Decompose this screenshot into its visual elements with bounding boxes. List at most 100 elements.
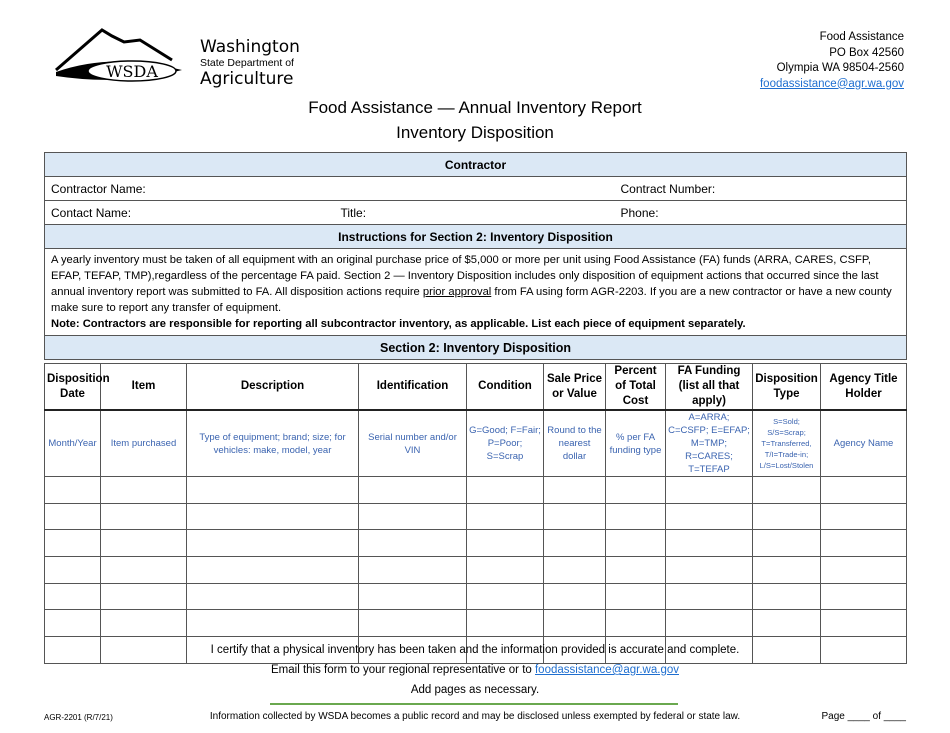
green-divider bbox=[270, 703, 678, 705]
entry-cell[interactable] bbox=[543, 502, 606, 531]
column-header: Condition bbox=[466, 363, 544, 411]
entry-cell[interactable] bbox=[820, 476, 907, 504]
entry-cell[interactable] bbox=[605, 609, 666, 638]
entry-cell[interactable] bbox=[665, 609, 753, 638]
entry-cell[interactable] bbox=[186, 636, 359, 664]
contract-number-field[interactable]: Contract Number: bbox=[614, 176, 907, 201]
contractor-name-field[interactable]: Contractor Name: bbox=[44, 176, 615, 201]
column-header: Agency Title Holder bbox=[820, 363, 907, 411]
entry-cell[interactable] bbox=[752, 582, 821, 611]
entry-cell[interactable] bbox=[358, 529, 467, 558]
entry-cell[interactable] bbox=[752, 556, 821, 584]
table-row bbox=[44, 636, 907, 664]
example-cell: Round to the nearest dollar bbox=[543, 409, 606, 477]
entry-cell[interactable] bbox=[543, 582, 606, 611]
address-email-link[interactable]: foodassistance@agr.wa.gov bbox=[759, 77, 904, 90]
entry-cell[interactable] bbox=[100, 476, 187, 504]
instructions-text: A yearly inventory must be taken of all … bbox=[44, 248, 907, 336]
title-field[interactable]: Title: bbox=[334, 200, 615, 225]
entry-cell[interactable] bbox=[665, 476, 753, 504]
entry-cell[interactable] bbox=[358, 502, 467, 531]
entry-cell[interactable] bbox=[665, 636, 753, 664]
entry-cell[interactable] bbox=[358, 556, 467, 584]
entry-cell[interactable] bbox=[752, 502, 821, 531]
entry-cell[interactable] bbox=[466, 609, 544, 638]
address-block: Food Assistance PO Box 42560 Olympia WA … bbox=[760, 30, 904, 92]
entry-cell[interactable] bbox=[466, 502, 544, 531]
entry-cell[interactable] bbox=[186, 609, 359, 638]
entry-cell[interactable] bbox=[44, 529, 101, 558]
entry-cell[interactable] bbox=[665, 502, 753, 531]
column-header: FA Funding (list all that apply) bbox=[665, 363, 753, 411]
entry-cell[interactable] bbox=[665, 582, 753, 611]
entry-cell[interactable] bbox=[820, 529, 907, 558]
contractor-table: Contractor Contractor Name: Contract Numb… bbox=[44, 152, 907, 360]
logo-text: WSDA bbox=[106, 62, 158, 81]
footer-email-link[interactable]: foodassistance@agr.wa.gov bbox=[534, 664, 679, 676]
entry-cell[interactable] bbox=[752, 609, 821, 638]
entry-cell[interactable] bbox=[466, 476, 544, 504]
example-cell: Item purchased bbox=[100, 409, 187, 477]
entry-cell[interactable] bbox=[186, 582, 359, 611]
entry-cell[interactable] bbox=[466, 556, 544, 584]
entry-cell[interactable] bbox=[543, 609, 606, 638]
entry-cell[interactable] bbox=[543, 529, 606, 558]
entry-cell[interactable] bbox=[100, 609, 187, 638]
section2-heading: Section 2: Inventory Disposition bbox=[44, 335, 907, 360]
example-cell: Agency Name bbox=[820, 409, 907, 477]
entry-cell[interactable] bbox=[44, 582, 101, 611]
entry-cell[interactable] bbox=[186, 476, 359, 504]
entry-cell[interactable] bbox=[466, 582, 544, 611]
entry-cell[interactable] bbox=[820, 556, 907, 584]
entry-cell[interactable] bbox=[820, 502, 907, 531]
entry-cell[interactable] bbox=[44, 636, 101, 664]
entry-cell[interactable] bbox=[665, 556, 753, 584]
entry-cell[interactable] bbox=[44, 476, 101, 504]
entry-cell[interactable] bbox=[186, 529, 359, 558]
table-row bbox=[44, 556, 907, 584]
entry-cell[interactable] bbox=[100, 582, 187, 611]
entry-cell[interactable] bbox=[358, 476, 467, 504]
entry-cell[interactable] bbox=[605, 556, 666, 584]
entry-cell[interactable] bbox=[100, 636, 187, 664]
entry-cell[interactable] bbox=[543, 476, 606, 504]
entry-cell[interactable] bbox=[358, 582, 467, 611]
entry-cell[interactable] bbox=[820, 636, 907, 664]
entry-cell[interactable] bbox=[752, 636, 821, 664]
entry-cell[interactable] bbox=[820, 582, 907, 611]
entry-cell[interactable] bbox=[466, 636, 544, 664]
entry-cell[interactable] bbox=[466, 529, 544, 558]
entry-cell[interactable] bbox=[100, 556, 187, 584]
entry-cell[interactable] bbox=[186, 556, 359, 584]
form-code: AGR-2201 (R/7/21) bbox=[44, 713, 113, 722]
entry-cell[interactable] bbox=[543, 556, 606, 584]
entry-cell[interactable] bbox=[186, 502, 359, 531]
entry-cell[interactable] bbox=[358, 636, 467, 664]
entry-cell[interactable] bbox=[605, 529, 666, 558]
column-header: Percent of Total Cost bbox=[605, 363, 666, 411]
entry-cell[interactable] bbox=[44, 556, 101, 584]
entry-cell[interactable] bbox=[100, 529, 187, 558]
entry-cell[interactable] bbox=[605, 476, 666, 504]
example-cell: % per FA funding type bbox=[605, 409, 666, 477]
email-line: Email this form to your regional represe… bbox=[0, 660, 950, 680]
contact-name-field[interactable]: Contact Name: bbox=[44, 200, 335, 225]
entry-cell[interactable] bbox=[44, 609, 101, 638]
entry-cell[interactable] bbox=[358, 609, 467, 638]
entry-cell[interactable] bbox=[605, 502, 666, 531]
phone-field[interactable]: Phone: bbox=[614, 200, 907, 225]
entry-cell[interactable] bbox=[44, 502, 101, 531]
entry-cell[interactable] bbox=[752, 476, 821, 504]
page-number: Page ____ of ____ bbox=[821, 711, 906, 722]
certify-text: I certify that a physical inventory has … bbox=[210, 644, 740, 656]
entry-cell[interactable] bbox=[820, 609, 907, 638]
entry-cell[interactable] bbox=[665, 529, 753, 558]
table-row bbox=[44, 502, 907, 531]
example-cell: S=Sold; S/S=Scrap; T=Transferred, T/I=Tr… bbox=[752, 409, 821, 477]
example-cell: G=Good; F=Fair; P=Poor; S=Scrap bbox=[466, 409, 544, 477]
address-po-box: PO Box 42560 bbox=[829, 46, 904, 59]
entry-cell[interactable] bbox=[605, 582, 666, 611]
entry-cell[interactable] bbox=[752, 529, 821, 558]
page-title: Food Assistance — Annual Inventory Repor… bbox=[0, 95, 950, 145]
entry-cell[interactable] bbox=[100, 502, 187, 531]
